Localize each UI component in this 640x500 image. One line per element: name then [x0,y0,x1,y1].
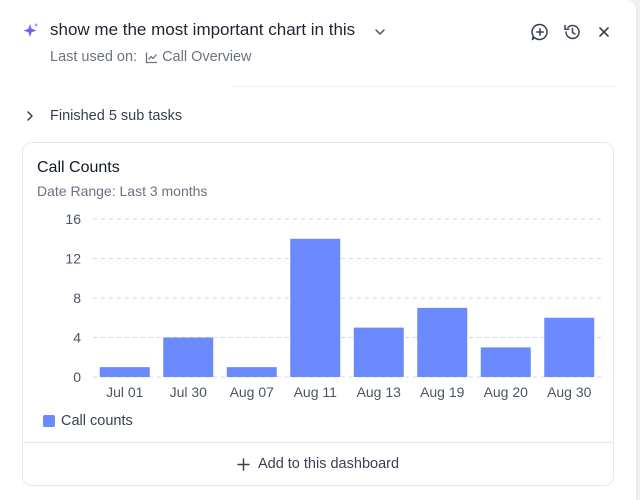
line-chart-icon [145,52,158,63]
sparkle-icon [23,22,39,37]
x-tick-label: Jul 30 [170,384,208,400]
chat-header: show me the most important chart in this… [22,18,620,78]
header-divider [232,86,616,87]
bar [163,337,214,377]
y-tick-label: 12 [65,251,81,267]
y-tick-label: 4 [73,330,81,346]
x-tick-label: Aug 30 [547,384,592,400]
x-tick-label: Aug 19 [420,384,465,400]
x-tick-label: Aug 13 [357,384,402,400]
plus-icon [237,457,250,471]
chart-legend: Call counts [43,413,133,429]
x-tick-label: Aug 11 [294,384,338,400]
legend-label: Call counts [61,413,133,429]
x-tick-label: Aug 20 [484,384,529,400]
new-chat-icon[interactable] [530,22,550,42]
close-icon[interactable] [594,22,614,42]
last-used-line: Last used on: Call Overview [50,49,252,65]
chevron-right-icon [27,111,33,121]
y-tick-label: 8 [73,290,81,306]
bar [99,367,150,377]
last-used-label: Last used on: [50,49,138,65]
bar [353,327,404,377]
add-to-dashboard-label: Add to this dashboard [257,456,400,472]
x-tick-label: Jul 01 [106,384,144,400]
chart-card: Call Counts Date Range: Last 3 months 0 4… [22,142,614,486]
y-tick-label: 0 [73,369,81,385]
y-tick-label: 16 [65,211,81,227]
bar [417,307,468,377]
chart-subtitle: Date Range: Last 3 months [37,183,208,199]
chart-title: Call Counts [37,159,120,176]
add-to-dashboard-button[interactable]: Add to this dashboard [23,442,613,485]
chat-title[interactable]: show me the most important chart in this [50,20,356,39]
subtasks-label: Finished 5 sub tasks [50,108,183,124]
subtasks-toggle[interactable]: Finished 5 sub tasks [22,108,182,124]
legend-swatch [43,415,55,427]
bar-chart: 0 4 8 12 16 Jul 01 Jul 30 Aug 07 Aug 11 Aug 13 Aug… [65,211,601,400]
x-tick-label: Aug 07 [230,384,275,400]
chevron-down-icon[interactable] [374,26,386,38]
last-used-dashboard-link[interactable]: Call Overview [162,49,252,65]
bar [544,317,595,377]
bar [226,367,277,377]
bar [480,347,531,377]
bar [290,238,341,377]
history-icon[interactable] [562,22,582,42]
